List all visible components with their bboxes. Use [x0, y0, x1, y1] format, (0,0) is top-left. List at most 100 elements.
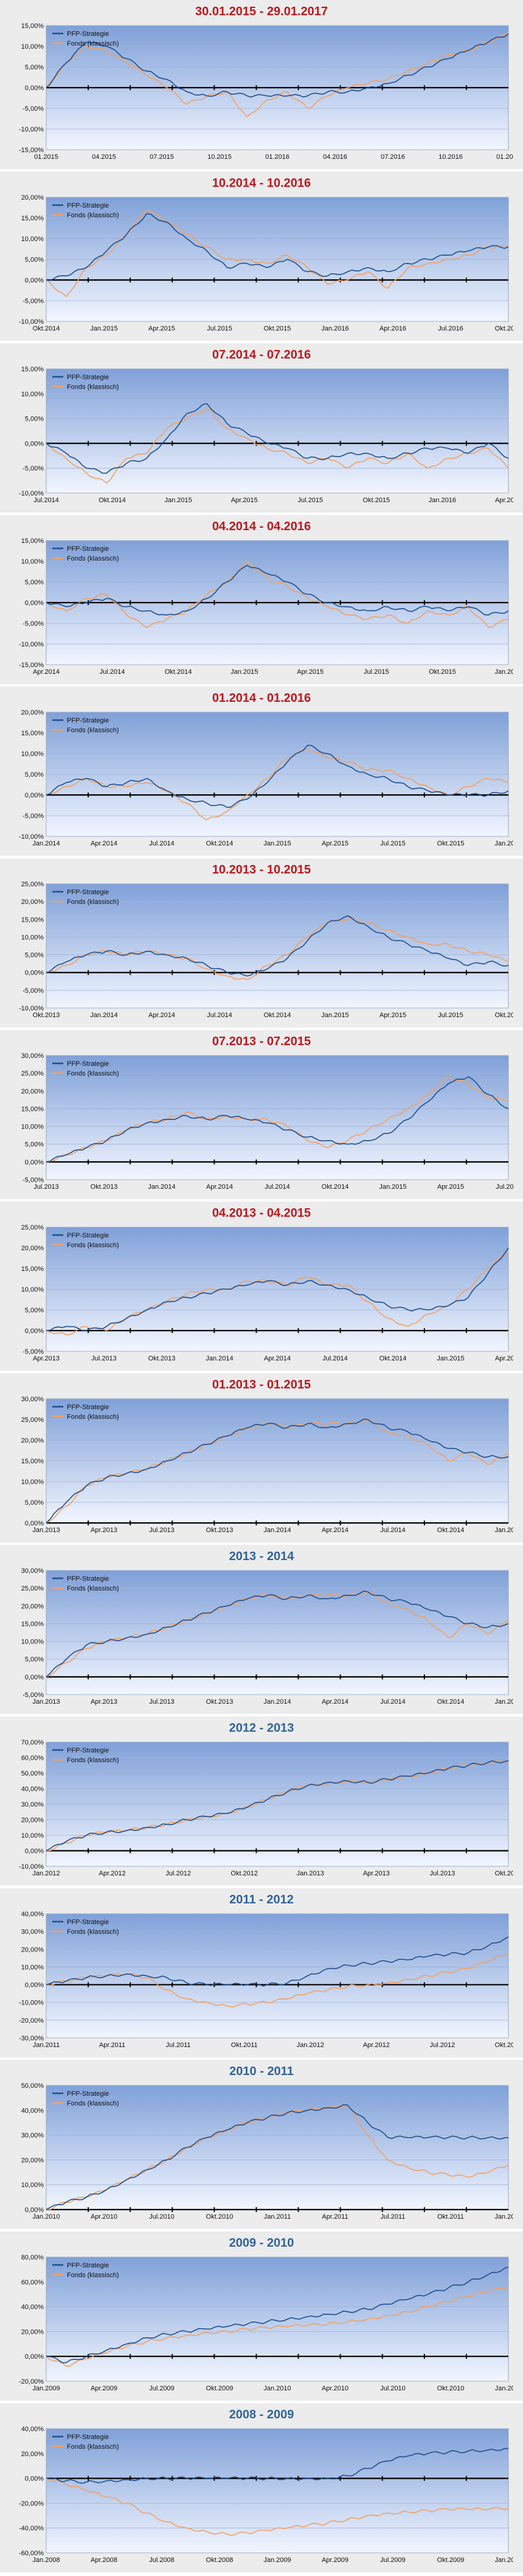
x-tick-label: Jan.2015 — [263, 840, 291, 847]
x-tick-label: Okt.2008 — [206, 2557, 234, 2564]
x-tick-label: Jul.2010 — [380, 2385, 406, 2392]
x-tick-label: Apr.2008 — [91, 2557, 117, 2564]
legend-label: Fonds (klassisch) — [67, 898, 119, 906]
series-line-strategy — [46, 2266, 509, 2364]
chart-title: 10.2013 - 10.2015 — [212, 863, 311, 877]
x-tick-label: 01.2015 — [34, 153, 58, 161]
x-tick-label: Jan.2011 — [33, 2042, 60, 2049]
y-tick-label: -5,00% — [23, 105, 44, 113]
y-tick-label: 25,00% — [21, 1224, 44, 1231]
y-tick-label: -5,00% — [23, 813, 44, 820]
y-tick-label: -15,00% — [19, 147, 44, 154]
x-tick-label: Apr.2016 — [495, 497, 513, 504]
x-tick-label: Apr.2016 — [379, 325, 406, 332]
chart-title: 04.2013 - 04.2015 — [212, 1206, 311, 1220]
series-line-fund — [46, 33, 509, 117]
x-tick-label: Jan.2015 — [165, 497, 192, 504]
y-tick-label: 0,00% — [25, 1982, 44, 1989]
x-tick-label: Jul.2015 — [380, 840, 406, 847]
x-tick-label: Apr.2015 — [322, 840, 348, 847]
chart-panel: 01.2014 - 01.2016 20,00% 15,00% 10,00% 5,00%… — [0, 687, 523, 858]
legend-label: Fonds (klassisch) — [67, 1242, 119, 1249]
y-tick-label: 40,00% — [21, 1786, 44, 1793]
x-tick-label: Jul.2012 — [430, 2042, 455, 2049]
y-tick-label: 20,00% — [21, 1946, 44, 1953]
y-tick-label: 10,00% — [21, 934, 44, 941]
line-chart: 25,00% 20,00% 15,00% 10,00% 5,00% 0,00% -5,00%… — [21, 1224, 513, 1362]
y-tick-label: 10,00% — [21, 558, 44, 565]
chart-panel: 04.2013 - 04.2015 25,00% 20,00% 15,00% 10,00… — [0, 1202, 523, 1373]
y-tick-label: 30,00% — [21, 1052, 44, 1060]
x-tick-label: Okt.2009 — [206, 2385, 234, 2392]
legend-label: PFP-Strategie — [67, 1232, 109, 1239]
y-tick-label: 15,00% — [21, 366, 44, 373]
x-tick-label: Jan.2010 — [32, 2213, 60, 2221]
y-tick-label: 50,00% — [21, 2082, 44, 2090]
series-line-strategy — [46, 2448, 509, 2484]
chart-panel: 2012 - 2013 70,00% 60,00% 50,00% 40,00% 30,00… — [0, 1717, 523, 1888]
y-tick-label: 15,00% — [21, 1265, 44, 1273]
chart-title: 04.2014 - 04.2016 — [212, 520, 311, 533]
y-tick-label: 10,00% — [21, 1124, 44, 1131]
y-tick-label: 20,00% — [21, 1088, 44, 1095]
x-tick-label: Jan.2012 — [297, 2042, 324, 2049]
y-tick-label: 20,00% — [21, 1245, 44, 1252]
y-tick-label: 30,00% — [21, 1928, 44, 1936]
y-tick-label: 10,00% — [21, 1832, 44, 1839]
line-chart: 80,00%60,00%40,00%20,00%0,00%-20,00%Jan.… — [19, 2254, 513, 2392]
y-tick-label: 60,00% — [21, 2279, 44, 2286]
x-tick-label: Jan.2009 — [32, 2385, 60, 2392]
x-tick-label: Jul.2008 — [149, 2557, 175, 2564]
series-line-strategy — [46, 915, 509, 977]
chart-title: 2013 - 2014 — [229, 1550, 294, 1563]
x-tick-label: Okt.2016 — [495, 325, 513, 332]
x-tick-label: Okt.2013 — [148, 1355, 176, 1362]
chart-panel: 2013 - 2014 30,00% 25,00% 20,00% 15,00% 10,00… — [0, 1545, 523, 1717]
y-tick-label: 15,00% — [21, 1458, 44, 1465]
x-tick-label: Jan.2008 — [32, 2557, 60, 2564]
legend-label: Fonds (klassisch) — [67, 212, 119, 219]
legend-label: PFP-Strategie — [67, 2262, 109, 2269]
x-tick-label: Okt.2014 — [379, 1355, 407, 1362]
legend-label: PFP-Strategie — [67, 1404, 109, 1411]
y-tick-label: 20,00% — [21, 2451, 44, 2458]
y-tick-label: -20,00% — [19, 2017, 44, 2025]
y-tick-label: -10,00% — [19, 318, 44, 326]
x-tick-label: Jul.2015 — [297, 497, 323, 504]
x-tick-label: Jul.2012 — [165, 1870, 191, 1877]
x-tick-label: Jul.2013 — [33, 1183, 59, 1191]
x-tick-label: Apr.2014 — [264, 1355, 291, 1362]
x-tick-label: Jan.2013 — [297, 1870, 324, 1877]
x-tick-label: Jul.2015 — [207, 325, 232, 332]
y-tick-label: 40,00% — [21, 1911, 44, 1918]
x-tick-label: 01.2017 — [496, 153, 513, 161]
chart-title: 07.2013 - 07.2015 — [212, 1035, 311, 1048]
x-tick-label: Jan.2012 — [494, 2213, 513, 2221]
line-chart: 15,00%10,00%5,00%0,00%-5,00%-10,00%Jul.2… — [19, 366, 513, 504]
y-tick-label: 80,00% — [21, 2254, 44, 2261]
y-tick-label: 5,00% — [25, 416, 44, 423]
x-tick-label: Jul.2014 — [380, 1698, 406, 1706]
chart-title: 07.2014 - 07.2016 — [212, 348, 311, 362]
chart-panel: 07.2014 - 07.2016 15,00% 10,00% 5,00% 0,00% -… — [0, 343, 523, 515]
x-tick-label: Apr.2015 — [231, 497, 258, 504]
x-tick-label: Okt.2009 — [437, 2557, 465, 2564]
plot-area — [46, 1570, 509, 1695]
x-tick-label: Jul.2014 — [207, 1012, 232, 1019]
x-tick-label: Apr.2011 — [322, 2213, 348, 2221]
x-tick-label: Jan.2010 — [494, 2557, 513, 2564]
y-tick-label: 50,00% — [21, 1770, 44, 1777]
x-tick-label: Jan.2014 — [32, 840, 60, 847]
chart-panel: 2009 - 2010 80,00% 60,00% 40,00% 20,00% 0,00%… — [0, 2231, 523, 2403]
y-tick-label: -5,00% — [23, 620, 44, 628]
legend-label: PFP-Strategie — [67, 717, 109, 724]
y-tick-label: 0,00% — [25, 970, 44, 977]
chart-title: 2010 - 2011 — [229, 2065, 294, 2078]
legend-label: Fonds (klassisch) — [67, 555, 119, 562]
x-tick-label: 04.2015 — [92, 153, 116, 161]
y-tick-label: 15,00% — [21, 730, 44, 737]
y-tick-label: 15,00% — [21, 215, 44, 222]
y-tick-label: 0,00% — [25, 2476, 44, 2483]
x-tick-label: Okt.2013 — [206, 1527, 234, 1534]
y-tick-label: 20,00% — [21, 898, 44, 906]
